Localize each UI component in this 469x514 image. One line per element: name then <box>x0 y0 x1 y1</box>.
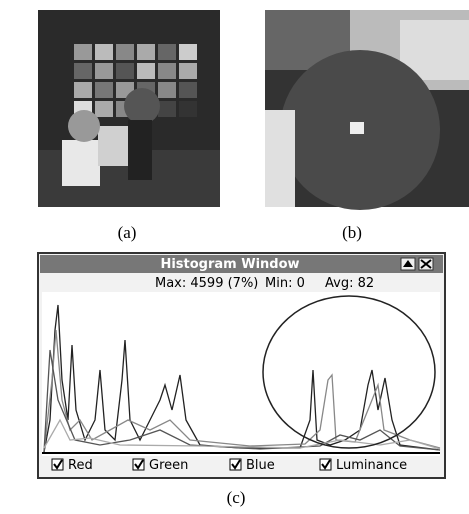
checkbox-label[interactable]: Luminance <box>336 458 407 473</box>
stat-avg: Avg: 82 <box>325 276 374 291</box>
checkbox-label[interactable]: Green <box>149 458 188 473</box>
stat-min: Min: 0 <box>265 276 305 291</box>
window-title: Histogram Window <box>160 257 299 272</box>
photo-b <box>265 10 469 210</box>
checkbox-label[interactable]: Blue <box>246 458 275 473</box>
histogram-window: Histogram Window Max: 4599 (7%) Min: 0 A… <box>38 253 445 478</box>
checkbox-label[interactable]: Red <box>68 458 93 473</box>
panel-label: (a) <box>118 223 137 242</box>
stat-max: Max: 4599 (7%) <box>155 276 258 291</box>
photo-a <box>38 10 220 207</box>
panel-label: (b) <box>342 223 362 242</box>
figure: (a) (b) Histogram Window Max: 4599 (7%) … <box>0 0 469 514</box>
plot-area <box>42 292 440 456</box>
panel-label: (c) <box>227 488 246 507</box>
